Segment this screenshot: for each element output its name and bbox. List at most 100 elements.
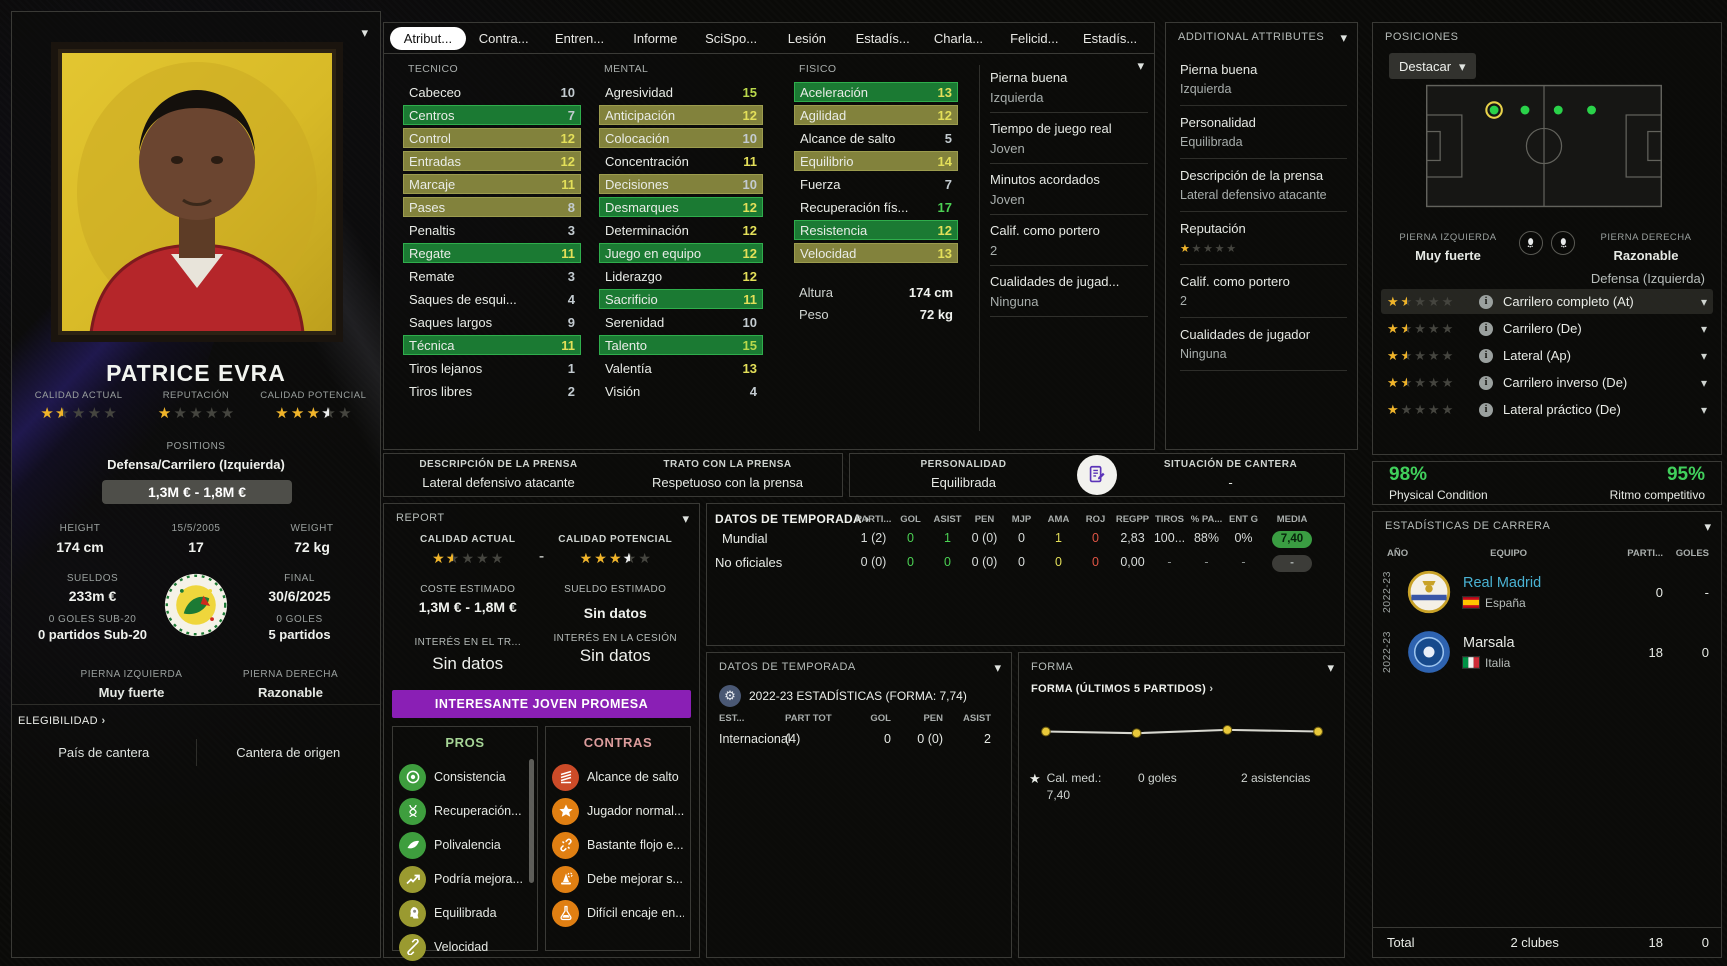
highlight-dropdown[interactable]: Destacar ▾ bbox=[1389, 53, 1476, 79]
star-icon: ★ bbox=[71, 405, 86, 422]
reputation: REPUTACIÓN ★ ★ ★ ★ ★ ★ bbox=[157, 390, 236, 422]
form-point bbox=[1313, 726, 1323, 737]
season-line: 2022-23 ESTADÍSTICAS (FORMA: 7,74) bbox=[749, 689, 967, 703]
tab-estad-s-9[interactable]: Estadís... bbox=[1082, 30, 1138, 46]
pros-scrollbar[interactable] bbox=[529, 759, 534, 883]
additional-attributes-title: ADDITIONAL ATTRIBUTES bbox=[1178, 31, 1325, 43]
attribute-row: Regate 11 bbox=[403, 243, 581, 263]
position-role-carrilero-completo-at[interactable]: ★ ★ ★ ★ ★ ★ ★ i Carrilero completo (At) ▾ bbox=[1381, 289, 1713, 314]
star-icon: ★★ bbox=[1387, 347, 1399, 363]
position-dot bbox=[1553, 105, 1563, 115]
season-table-header: MEDIA bbox=[1276, 513, 1308, 525]
attribute-row: Valentía 13 bbox=[599, 358, 763, 378]
star-icon: ★★ bbox=[445, 550, 460, 566]
star-icon: ★★ bbox=[608, 550, 622, 566]
attribute-row: Control 12 bbox=[403, 128, 581, 148]
position-role-carrilero-de[interactable]: ★ ★ ★ ★ ★ ★ ★ i Carrilero (De) ▾ bbox=[1381, 316, 1713, 341]
form-title: FORMA bbox=[1031, 661, 1074, 673]
info-icon[interactable]: i bbox=[1479, 402, 1493, 417]
attribute-row: Serenidad 10 bbox=[599, 312, 763, 332]
info-icon[interactable]: i bbox=[1479, 348, 1493, 363]
tab-scispo-4[interactable]: SciSpo... bbox=[705, 30, 758, 46]
match-sharpness: 95% Ritmo competitivo bbox=[1609, 464, 1705, 502]
chevron-down-icon[interactable]: ▾ bbox=[1700, 348, 1707, 363]
tab-contra-1[interactable]: Contra... bbox=[478, 30, 529, 46]
additional-attribute-value: 2 bbox=[1180, 294, 1187, 308]
position-role-carrilero-inverso-de[interactable]: ★ ★ ★ ★ ★ ★ ★ i Carrilero inverso (De) ▾ bbox=[1381, 370, 1713, 395]
career-goals: 0 bbox=[1701, 644, 1709, 660]
star-icon: ★★ bbox=[579, 550, 593, 566]
competition-row-name[interactable]: No oficiales bbox=[715, 550, 855, 574]
season-panel-cell: 0 (0) bbox=[917, 732, 943, 746]
star-icon: ★ bbox=[461, 550, 475, 566]
role-stars: ★ ★ ★ ★ ★ ★ ★ bbox=[1387, 321, 1463, 337]
tab-estad-s-6[interactable]: Estadís... bbox=[855, 30, 910, 46]
season-data-collapse-icon[interactable]: ▾ bbox=[994, 660, 1001, 675]
role-label: Lateral práctico (De) bbox=[1503, 402, 1621, 417]
tab-charla-7[interactable]: Charla... bbox=[933, 30, 984, 46]
attribute-row: Centros 7 bbox=[403, 105, 581, 125]
form-point bbox=[1131, 728, 1142, 739]
star-icon: ★★ bbox=[1400, 347, 1413, 363]
tab-informe-3[interactable]: Informe bbox=[633, 30, 678, 46]
form-collapse-icon[interactable]: ▾ bbox=[1327, 660, 1334, 675]
form-stat: 0 goles bbox=[1132, 771, 1235, 793]
role-label: Carrilero completo (At) bbox=[1503, 294, 1634, 309]
role-stars: ★ ★ ★ ★ ★ ★ bbox=[1387, 402, 1463, 418]
career-stats-collapse-icon[interactable]: ▾ bbox=[1704, 519, 1711, 534]
career-row-real-madrid[interactable]: 2022-23 Real Madrid España 0 - bbox=[1381, 562, 1709, 622]
chevron-down-icon[interactable]: ▾ bbox=[1700, 294, 1707, 309]
leaves-icon bbox=[399, 831, 426, 859]
chevron-down-icon[interactable]: ▾ bbox=[1700, 321, 1707, 336]
report-contras-item: Debe mejorar s... bbox=[552, 862, 684, 896]
attribute-label: Aceleración bbox=[800, 84, 868, 100]
tab-lesi-n-5[interactable]: Lesión bbox=[787, 30, 827, 46]
star-icon: ★ bbox=[490, 550, 504, 566]
season-table-header: REGPP bbox=[1115, 513, 1150, 525]
star-icon: ★ bbox=[1441, 320, 1454, 336]
additional-attribute-value: Lateral defensivo atacante bbox=[1180, 188, 1327, 202]
attributes-collapse-icon[interactable]: ▾ bbox=[1137, 58, 1144, 73]
star-icon: ★ bbox=[1226, 243, 1237, 255]
additional-attribute-item: Calif. como portero 2 bbox=[1180, 269, 1347, 318]
collapse-panel-icon[interactable]: ▾ bbox=[361, 25, 368, 40]
additional-attributes-collapse-icon[interactable]: ▾ bbox=[1340, 30, 1347, 45]
eligibility-link[interactable]: ELEGIBILIDAD › bbox=[18, 715, 106, 727]
chevron-down-icon[interactable]: ▾ bbox=[1700, 402, 1707, 417]
side-info-label: Minutos acordados bbox=[990, 172, 1100, 187]
season-table-title-link[interactable]: DATOS DE TEMPORADA › bbox=[715, 512, 869, 526]
attribute-label: Fuerza bbox=[800, 176, 841, 192]
career-row-marsala[interactable]: 2022-23 Marsala Italia 18 0 bbox=[1381, 622, 1709, 682]
position-role-lateral-pr-ctico-de[interactable]: ★ ★ ★ ★ ★ ★ i Lateral práctico (De) ▾ bbox=[1381, 397, 1713, 422]
position-role-lateral-ap[interactable]: ★ ★ ★ ★ ★ ★ ★ i Lateral (Ap) ▾ bbox=[1381, 343, 1713, 368]
tab-felicid-8[interactable]: Felicid... bbox=[1010, 30, 1059, 46]
measurement-label: Peso bbox=[799, 306, 829, 322]
season-stats-table-panel: DATOS DE TEMPORADA › PARTI... GOL ASIST PEN M… bbox=[706, 503, 1345, 646]
attribute-label: Anticipación bbox=[605, 107, 676, 123]
form-stat-label: 0 goles bbox=[1138, 771, 1177, 785]
competition-row-name[interactable]: Mundial bbox=[715, 526, 855, 562]
additional-attributes-panel: ADDITIONAL ATTRIBUTES ▾ Pierna buena Izqu… bbox=[1165, 22, 1358, 450]
wonderkid-banner[interactable]: INTERESANTE JOVEN PROMESA bbox=[392, 690, 691, 718]
star-icon: ★★ bbox=[275, 405, 289, 422]
reputation-stars: ★ ★ ★ ★ ★ ★ bbox=[157, 405, 236, 422]
attribute-label: Regate bbox=[409, 245, 451, 261]
info-icon[interactable]: i bbox=[1479, 375, 1493, 390]
star-icon: ★ bbox=[1427, 347, 1440, 363]
season-table-header: PARTI... bbox=[855, 513, 892, 525]
estimated-wage-value: Sin datos bbox=[583, 605, 647, 621]
attribute-value: 13 bbox=[937, 245, 952, 261]
positions-label: POSITIONS bbox=[166, 441, 226, 452]
tab-entren-2[interactable]: Entren... bbox=[554, 30, 605, 46]
info-icon[interactable]: i bbox=[1479, 294, 1493, 309]
positions-panel-title: POSICIONES bbox=[1385, 31, 1459, 43]
form-point bbox=[1222, 725, 1233, 735]
additional-attribute-label: Personalidad bbox=[1180, 115, 1256, 130]
report-collapse-icon[interactable]: ▾ bbox=[682, 511, 689, 526]
career-team-name[interactable]: Real Madrid bbox=[1463, 574, 1542, 591]
chevron-down-icon[interactable]: ▾ bbox=[1700, 375, 1707, 390]
info-icon[interactable]: i bbox=[1479, 321, 1493, 336]
tab-atribut-0[interactable]: Atribut... bbox=[390, 26, 466, 50]
current-ability-stars: ★★★★★★★ bbox=[39, 405, 118, 422]
form-last5-link[interactable]: FORMA (ÚLTIMOS 5 PARTIDOS) › bbox=[1031, 683, 1214, 695]
